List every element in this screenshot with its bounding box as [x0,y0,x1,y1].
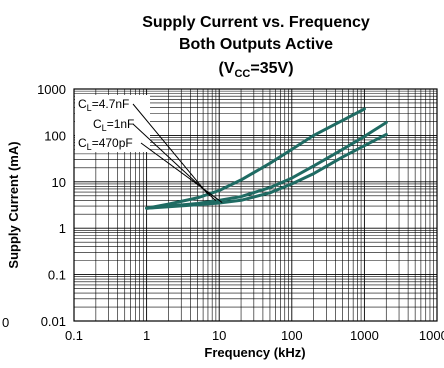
series-line-3 [145,132,388,210]
legend-box [75,95,150,152]
series-line-1 [145,107,366,210]
y-tick-label: 0.01 [41,314,66,329]
x-tick-label: 10 [212,328,226,343]
y-tick-label: 0.1 [48,268,66,283]
x-tick-label: 10000 [419,328,444,343]
chart-title-line2: Both Outputs Active [179,36,333,53]
series-lines [145,107,388,210]
x-tick-label: 0.1 [65,328,83,343]
x-tick-label: 1000 [350,328,379,343]
x-tick-label: 100 [281,328,303,343]
x-tick-labels: 0.1 1 10 100 1000 10000 [65,328,444,343]
y-tick-label: 10 [52,175,66,190]
stray-label: 0 [2,315,9,330]
legend-label-3: CL=470pF [78,136,133,152]
legend-leader-line-3 [140,142,223,203]
x-tick-label: 1 [143,328,150,343]
legend: CL=4.7nF CL=1nF CL=470pF [78,97,223,203]
y-tick-labels: 0.01 0.1 1 10 100 1000 [37,82,66,329]
y-tick-label: 1 [59,221,66,236]
y-tick-label: 1000 [37,82,66,97]
chart-title-line1: Supply Current vs. Frequency [142,14,370,31]
x-axis-label: Frequency (kHz) [204,345,305,360]
plot-frame [73,88,438,322]
chart-title-line3: (VCC=35V) [218,60,293,80]
legend-leader-line-1 [132,103,209,195]
legend-label-2: CL=1nF [93,117,134,133]
y-axis-label: Supply Current (mA) [6,141,21,268]
y-tick-label: 100 [44,128,66,143]
legend-label-1: CL=4.7nF [78,97,129,113]
